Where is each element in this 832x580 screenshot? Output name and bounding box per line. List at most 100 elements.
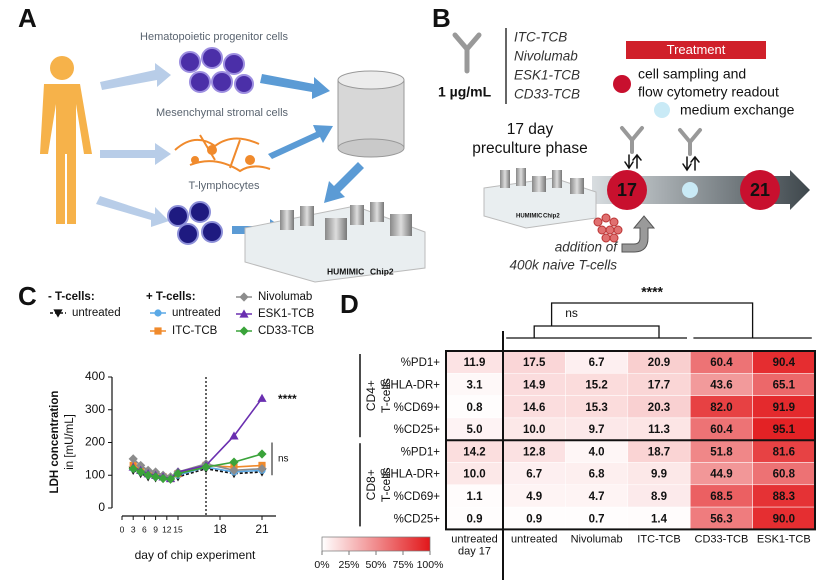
cell-label: 4.7 [589,491,605,503]
addition-label: 400k naive T-cells [509,258,617,273]
cell-label: 44.9 [710,469,732,481]
treatment-box [626,41,766,59]
cell-label: 15.2 [585,379,607,391]
annotation: **** [278,392,297,406]
cell-label: 20.3 [648,402,670,414]
cell-label: 60.4 [710,357,733,369]
cell-label: 14.2 [463,446,485,458]
legend-title: + T-cells: [146,291,196,303]
cell-label: 20.9 [648,357,670,369]
cell-label: 9.7 [589,424,605,436]
marker [151,472,161,482]
column-label: ITC-TCB [637,533,680,545]
dosing-icons [620,126,702,172]
antibody: Nivolumab [514,49,578,64]
scaffold [337,70,405,158]
cell-label: 1.4 [651,513,668,525]
marker [239,292,249,302]
sig-bracket [550,302,754,338]
cell-label: 81.6 [773,446,795,458]
cell-label: 18.7 [648,446,670,458]
timepoint-label: 17 [617,180,637,200]
group-label: T-cells [379,467,393,502]
addition-arrow [621,215,656,253]
legend-label: untreated [72,307,121,319]
cell-label: 82.0 [710,402,732,414]
y-tick-label: 100 [85,467,105,481]
cell-label: Mesenchymal stromal cells [156,107,289,119]
marker [154,327,162,335]
cell-label: 5.0 [467,424,483,436]
cell-label: 60.8 [773,469,796,481]
significance: ns [565,306,578,320]
cell-label: T-lymphocytes [189,180,260,192]
x-tick-label: 6 [142,524,147,534]
marker [239,309,249,318]
row-label: %CD25+ [394,513,441,525]
heatmap: 11.9 17.5 6.7 20.9 60.4 90.4 3.1 14.9 15.2 17.7 43… [314,284,816,580]
marker [128,464,138,474]
y-tick-label: 300 [85,402,105,416]
cell-label: 90.4 [773,357,796,369]
chip [244,202,426,283]
cell-label: 65.1 [773,379,796,391]
legend-text: cell sampling and [638,66,746,82]
legend-marker [654,102,670,118]
marker [229,465,239,475]
chip-brand: HUMIMIC [516,214,543,220]
y-tick-label: 0 [98,500,105,514]
legend-marker [613,75,631,93]
dose: 1 µg/mL [438,84,492,100]
legend-text: flow cytometry readout [638,84,779,100]
x-axis-label: day of chip experiment [135,548,256,562]
antibody: CD33-TCB [514,87,580,102]
cell-label: 6.8 [589,469,606,481]
row-label: %PD1+ [401,357,441,369]
cell-label: 4.0 [589,446,605,458]
cell-label: 51.8 [710,446,733,458]
marker [165,474,176,484]
cell-label: 9.9 [651,469,667,481]
cell-label: 88.3 [773,491,795,503]
y-tick-label: 200 [85,435,105,449]
row-label: %HLA-DR+ [380,379,440,391]
chip-brand: Chip2 [370,266,394,276]
colorbar-label: 50% [365,559,386,571]
colorbar [321,536,431,552]
cell-label: 6.7 [589,357,605,369]
cell-label: 17.7 [648,379,670,391]
exchange-point [682,182,698,198]
marker [143,470,153,480]
timepoint-label: 21 [750,180,770,200]
cell-label: 10.0 [523,424,545,436]
phase-label: 17 day [507,121,554,138]
antibody: ITC-TCB [514,30,567,45]
legend-label: ESK1-TCB [258,308,315,320]
marker [154,309,162,317]
cell-label: 8.9 [651,491,667,503]
column-label: Nivolumab [571,533,623,545]
cell-label: 14.6 [523,402,545,414]
antibody-icon [452,32,482,74]
colorbar-label: 75% [392,559,413,571]
chip-brand: Chip2 [543,214,560,220]
significance: **** [641,284,663,300]
cell-label: 14.9 [523,379,545,391]
cell-label: 4.9 [526,491,542,503]
y-axis-label: in [mU/mL] [64,414,76,470]
cell-label: 68.5 [710,491,733,503]
chip-brand: HUMIMIC [327,266,364,276]
x-tick-label: 18 [213,522,227,536]
treatment-label: Treatment [667,42,726,57]
cell-label: 0.9 [467,513,483,525]
column-label: ESK1-TCB [757,533,811,545]
group-label: T-cells [379,378,393,413]
cell-label: 3.1 [467,379,484,391]
phase-label: preculture phase [472,140,587,157]
cell-label: Hematopoietic progenitor cells [140,31,288,43]
marker [257,464,267,474]
arrows [96,63,171,227]
cell-label: 0.7 [589,513,605,525]
legend-label: CD33-TCB [258,325,315,337]
